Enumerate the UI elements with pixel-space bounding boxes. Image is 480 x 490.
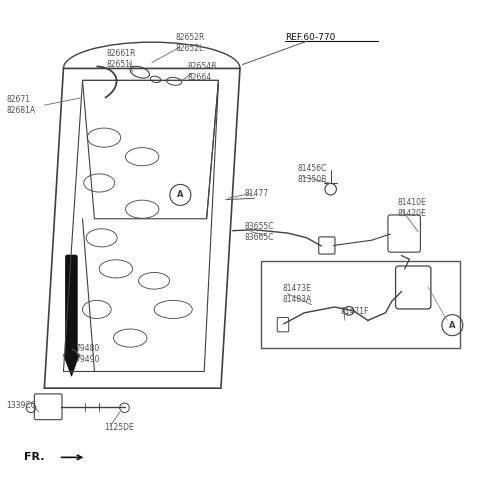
Text: 82654B
82664: 82654B 82664 xyxy=(188,62,217,82)
Text: 81410E
81420E: 81410E 81420E xyxy=(397,198,426,218)
Text: 82661R
82651L: 82661R 82651L xyxy=(107,49,136,69)
Text: 82652R
82652L: 82652R 82652L xyxy=(176,33,205,53)
Text: 82671
82681A: 82671 82681A xyxy=(6,95,36,115)
Text: 81471F: 81471F xyxy=(340,307,369,317)
FancyBboxPatch shape xyxy=(65,255,77,357)
Text: A: A xyxy=(177,191,183,199)
Text: 83655C
83665C: 83655C 83665C xyxy=(245,221,274,242)
Text: 81473E
81483A: 81473E 81483A xyxy=(283,284,312,304)
Text: 81456C
81350B: 81456C 81350B xyxy=(297,164,327,184)
Text: A: A xyxy=(449,320,456,330)
Text: 79480
79490: 79480 79490 xyxy=(75,344,100,364)
Text: REF.60-770: REF.60-770 xyxy=(285,33,336,42)
Text: 81477: 81477 xyxy=(245,189,269,198)
Text: 1125DE: 1125DE xyxy=(104,423,134,432)
Text: FR.: FR. xyxy=(24,452,45,463)
Text: 1339CC: 1339CC xyxy=(6,401,36,410)
Polygon shape xyxy=(63,355,79,376)
